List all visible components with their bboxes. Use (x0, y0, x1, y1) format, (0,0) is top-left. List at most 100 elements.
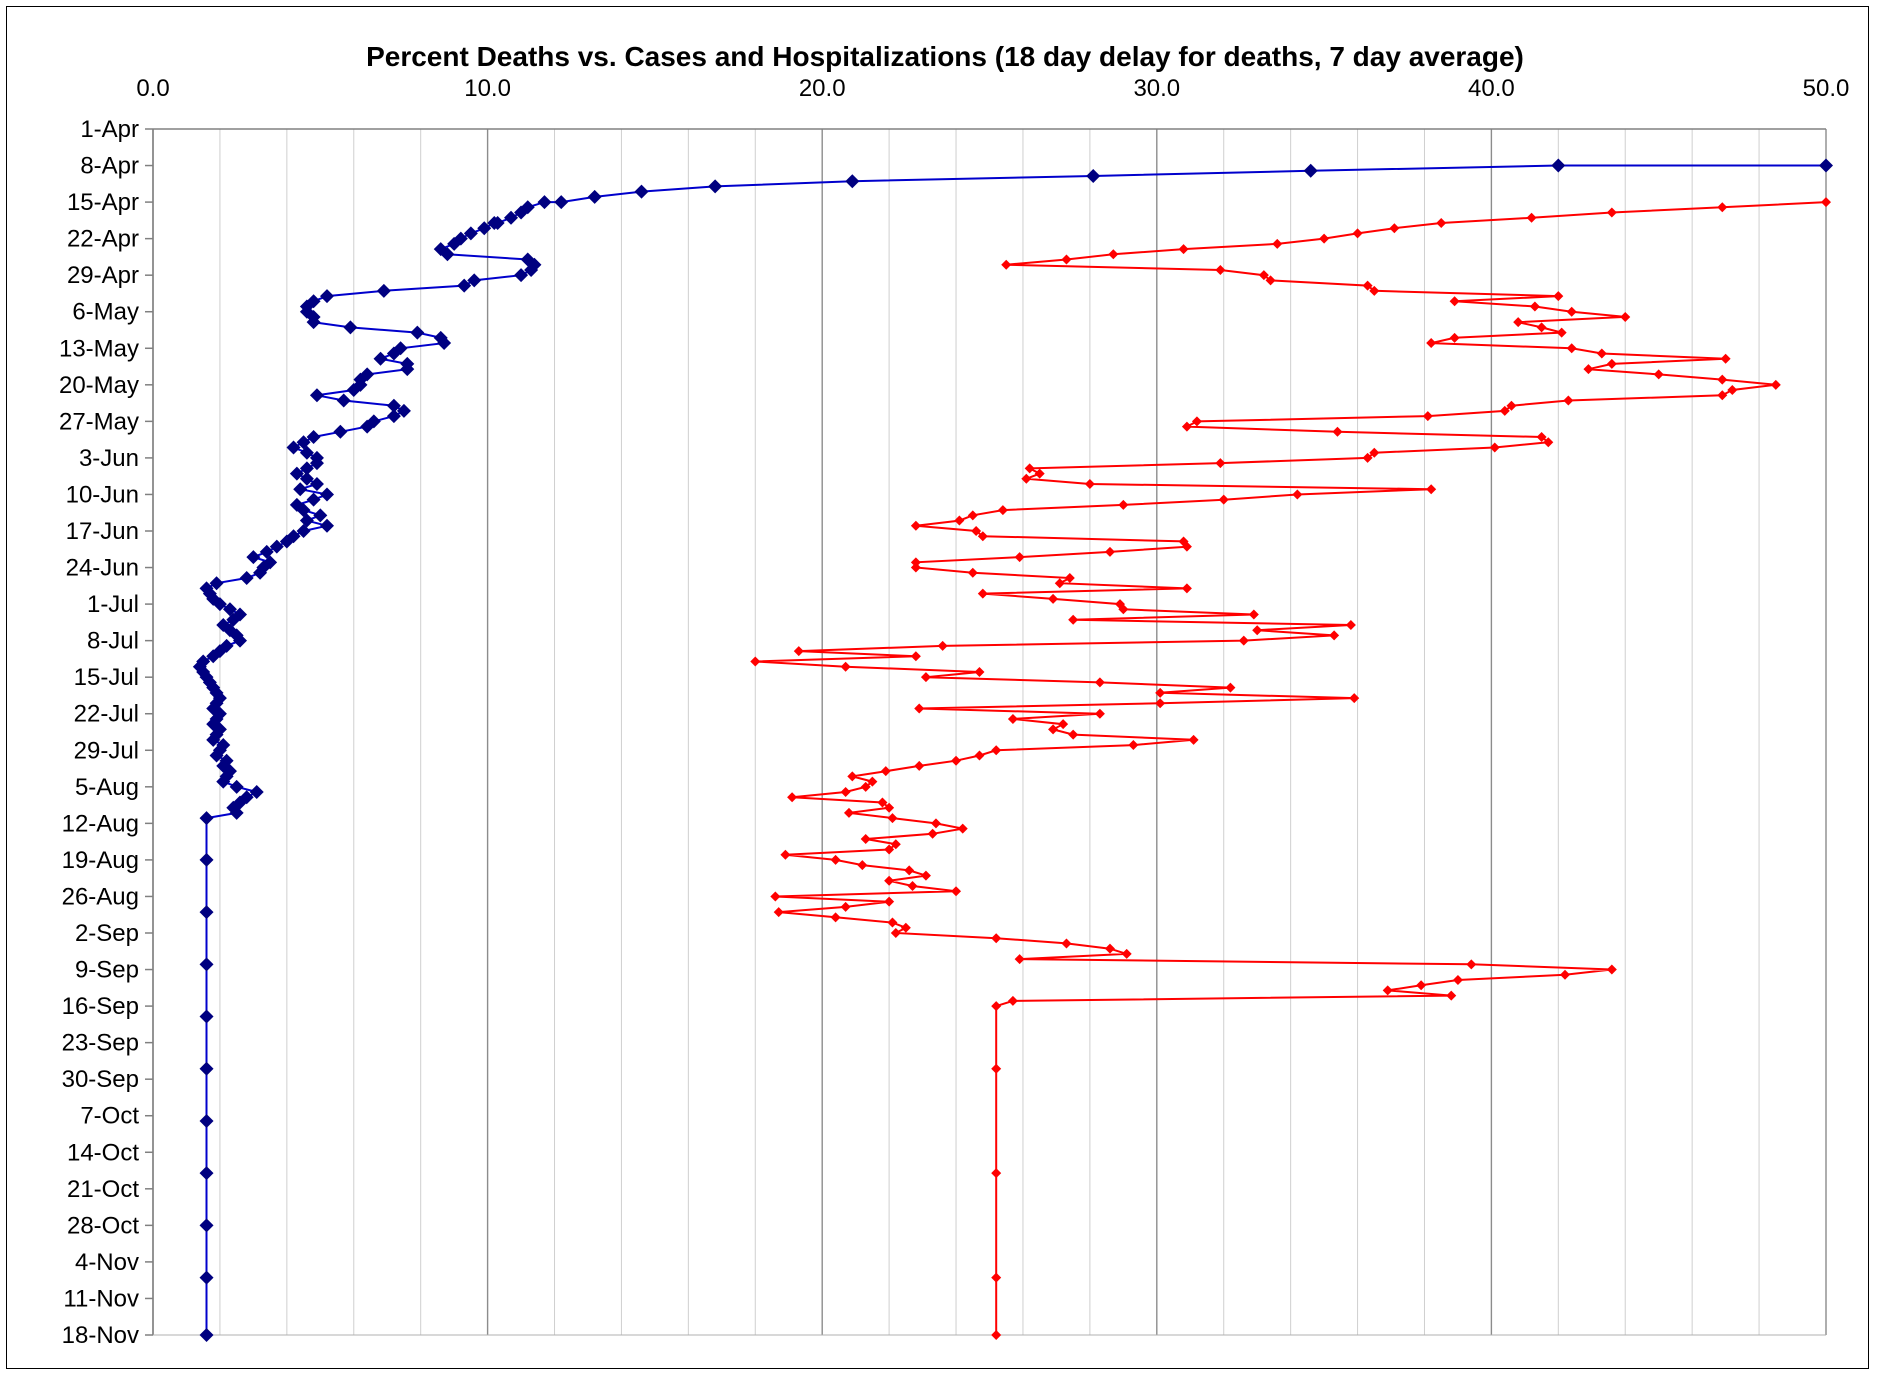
data-point (1452, 974, 1463, 985)
data-point (954, 515, 965, 526)
data-point (410, 325, 425, 340)
x-tick-label: 10.0 (464, 75, 511, 102)
data-point (1215, 458, 1226, 469)
data-point (1653, 369, 1664, 380)
data-point (346, 383, 361, 398)
data-point (313, 508, 328, 523)
y-tick-label: 1-Apr (80, 116, 139, 143)
y-tick-label: 27-May (59, 408, 139, 435)
data-point (910, 520, 921, 531)
y-tick-labels: 1-Apr 8-Apr 15-Apr 22-Apr 29-Apr 6-May 13-May 2… (59, 116, 139, 1349)
data-point (199, 1270, 214, 1285)
y-tick-label: 29-Apr (67, 262, 139, 289)
data-point (306, 492, 321, 507)
data-point (977, 531, 988, 542)
data-point (504, 210, 519, 225)
data-point (920, 672, 931, 683)
data-point (514, 268, 529, 283)
data-point (209, 748, 224, 763)
data-point (1061, 254, 1072, 265)
data-point (199, 957, 214, 972)
data-point (1021, 473, 1032, 484)
data-point (1303, 163, 1318, 178)
data-point (1118, 604, 1129, 615)
data-point (199, 1218, 214, 1233)
data-point (780, 849, 791, 860)
data-point (1084, 479, 1095, 490)
data-point (293, 482, 308, 497)
data-point (887, 813, 898, 824)
data-point (830, 912, 841, 923)
data-point (920, 870, 931, 881)
y-tick-label: 1-Jul (87, 591, 139, 618)
data-point (319, 487, 334, 502)
data-point (951, 886, 962, 897)
data-point (554, 195, 569, 210)
data-point (1566, 306, 1577, 317)
data-point (1104, 546, 1115, 557)
data-point (1128, 740, 1139, 751)
data-point (524, 262, 539, 277)
data-point (910, 651, 921, 662)
data-point (1566, 343, 1577, 354)
data-point (1821, 197, 1831, 208)
data-point (1466, 959, 1477, 970)
data-point (1426, 484, 1437, 495)
data-point (1048, 724, 1059, 735)
data-point (1489, 442, 1500, 453)
data-point (477, 221, 492, 236)
data-point (1064, 572, 1075, 583)
data-point (914, 703, 925, 714)
data-point (997, 505, 1008, 516)
data-point (289, 466, 304, 481)
data-point (1770, 379, 1781, 390)
data-point (1058, 719, 1069, 730)
data-point (386, 398, 401, 413)
data-point (226, 612, 241, 627)
data-point (199, 1061, 214, 1076)
data-point (1529, 301, 1540, 312)
data-point (309, 388, 324, 403)
data-point (1717, 390, 1728, 401)
y-tick-label: 26-Aug (62, 883, 139, 910)
data-point (1121, 948, 1132, 959)
data-point (1536, 322, 1547, 333)
data-point (857, 860, 868, 871)
y-tick-label: 17-Jun (66, 518, 139, 545)
data-point (1416, 980, 1427, 991)
data-point (991, 1063, 1002, 1074)
data-point (937, 640, 948, 651)
data-point (1272, 238, 1283, 249)
data-point (991, 745, 1002, 756)
data-point (216, 774, 231, 789)
data-point (843, 807, 854, 818)
data-point (1258, 270, 1269, 281)
data-point (1536, 432, 1547, 443)
data-point (1352, 228, 1363, 239)
data-point (900, 922, 911, 933)
data-point (1181, 541, 1192, 552)
data-point (884, 802, 895, 813)
data-point (1389, 223, 1400, 234)
y-tick-label: 19-Aug (62, 847, 139, 874)
data-point (386, 409, 401, 424)
data-point (974, 750, 985, 761)
data-point (1526, 212, 1537, 223)
data-point (296, 524, 311, 538)
y-tick-label: 23-Sep (62, 1030, 139, 1057)
data-point (199, 905, 214, 920)
data-point (890, 928, 901, 938)
data-point (259, 544, 274, 559)
y-tick-label: 4-Nov (75, 1249, 139, 1276)
data-point (930, 818, 941, 829)
y-tick-label: 8-Apr (80, 153, 139, 180)
data-point (1369, 285, 1380, 296)
data-point (787, 792, 798, 803)
series-markers-1 (192, 158, 1833, 1342)
data-point (1104, 943, 1115, 954)
y-tick-label: 3-Jun (79, 445, 139, 472)
data-point (209, 576, 224, 591)
data-point (1369, 447, 1380, 458)
data-point (1513, 317, 1524, 328)
